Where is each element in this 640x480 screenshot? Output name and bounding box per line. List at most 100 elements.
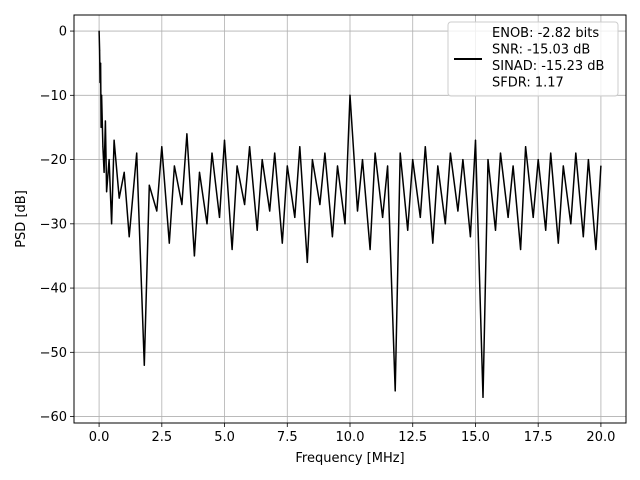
psd-data-point [382,216,384,218]
psd-data-point [550,152,552,154]
psd-data-point [256,229,258,231]
psd-data-point [281,242,283,244]
psd-data-point [111,223,113,225]
psd-data-point [193,255,195,257]
psd-data-point [113,139,115,141]
psd-data-point [98,30,100,32]
psd-data-point [274,152,276,154]
psd-data-point [311,159,313,161]
psd-data-point [562,165,564,167]
x-tick-label: 5.0 [214,430,235,445]
y-axis-label: PSD [dB] [14,190,29,248]
legend-snr: SNR: -15.03 dB [492,43,590,58]
x-tick-label: 12.5 [398,430,427,445]
psd-data-point [99,49,101,51]
y-tick-label: −30 [40,217,67,232]
psd-data-point [186,133,188,135]
psd-data-point [374,152,376,154]
psd-data-point [136,152,138,154]
x-tick-label: 0.0 [89,430,110,445]
x-tick-label: 17.5 [524,430,553,445]
y-tick-label: −10 [40,89,67,104]
psd-data-point [444,223,446,225]
psd-data-point [545,229,547,231]
psd-data-point [168,242,170,244]
psd-data-point [499,152,502,154]
x-tick-label: 10.0 [336,430,365,445]
psd-data-point [462,159,464,161]
psd-data-point [482,396,484,398]
psd-data-point [449,152,451,154]
psd-data-point [557,242,559,244]
psd-data-point [474,139,477,141]
psd-data-point [198,171,201,173]
psd-data-point [537,159,539,161]
psd-data-point [432,242,434,244]
series-layer [98,30,602,399]
y-tick-label: 0 [59,25,67,40]
psd-data-point [108,159,110,161]
psd-data-point [387,165,389,167]
psd-data-point [532,216,534,218]
psd-data-point [173,165,175,167]
psd-data-point [118,197,120,199]
psd-data-point [349,94,351,96]
psd-data-point [487,159,489,161]
psd-data-point [424,146,426,148]
legend-sfdr: SFDR: 1.17 [492,76,564,91]
psd-data-point [244,203,246,206]
psd-data-point [128,236,130,238]
x-tick-label: 15.0 [461,430,490,445]
psd-data-point [512,165,514,167]
legend-sinad: SINAD: -15.23 dB [492,59,604,74]
psd-data-point [437,165,439,167]
psd-data-point [101,94,103,96]
x-tick-label: 20.0 [586,430,615,445]
psd-data-point [104,120,106,122]
psd-data-point [286,165,288,167]
y-tick-label: −20 [40,153,67,168]
x-tick-label: 7.5 [277,430,298,445]
psd-data-point [361,159,364,161]
psd-data-point [294,216,296,218]
psd-data-point [507,216,509,218]
psd-data-point [399,152,401,154]
psd-data-point [206,223,208,225]
psd-data-point [331,236,333,238]
psd-data-point [161,146,163,148]
psd-data-point [356,210,359,212]
x-tick-label: 2.5 [151,430,172,445]
psd-data-point [582,236,584,238]
psd-data-point [344,223,346,225]
psd-data-point [249,146,251,148]
psd-data-point [306,261,308,263]
psd-data-point [520,248,522,251]
y-tick-label: −50 [40,346,67,361]
psd-data-point [103,171,105,173]
x-axis-label: Frequency [MHz] [295,451,404,466]
psd-data-point [261,159,263,161]
psd-data-point [595,248,597,251]
psd-data-point [570,223,572,225]
y-tick-label: −40 [40,282,67,297]
psd-data-point [223,139,226,141]
psd-data-point [412,159,414,161]
psd-data-point [148,184,150,186]
psd-data-point [218,216,221,218]
psd-data-point [211,152,213,154]
psd-data-point [100,126,102,128]
psd-data-point [407,229,409,231]
y-tick-label: −60 [40,410,67,425]
psd-data-point [525,146,527,148]
psd-data-point [100,62,102,64]
psd-data-point [457,210,459,212]
psd-data-point [336,165,339,167]
psd-data-point [469,236,471,238]
psd-data-point [299,146,301,148]
psd-data-point [99,81,101,84]
psd-data-point [102,146,104,148]
psd-data-point [269,210,271,212]
psd-data-point [236,165,238,167]
psd-data-point [324,152,326,154]
